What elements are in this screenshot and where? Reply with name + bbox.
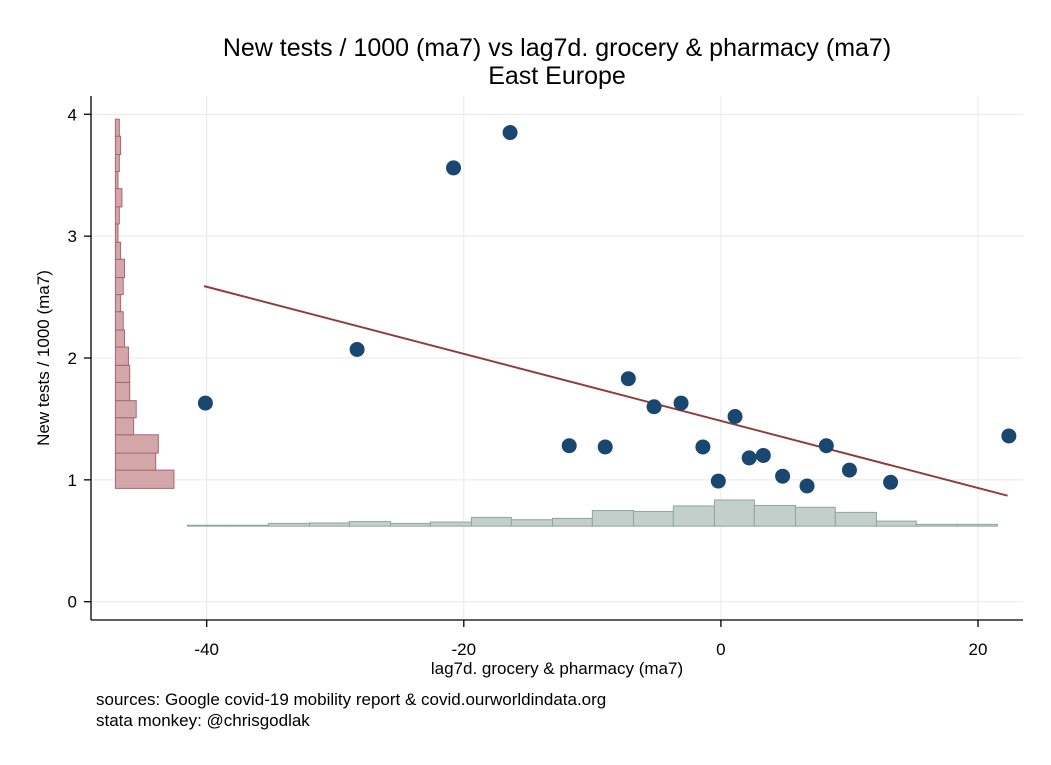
data-point xyxy=(799,478,815,494)
author-note: stata monkey: @chrisgodlak xyxy=(96,711,310,730)
data-point xyxy=(597,439,613,455)
data-point xyxy=(1001,428,1017,444)
data-point xyxy=(755,447,771,463)
data-point xyxy=(646,399,662,415)
fit-line-layer xyxy=(203,285,1008,497)
data-point xyxy=(695,439,711,455)
x-histogram-bar xyxy=(471,516,512,527)
data-point xyxy=(502,125,518,141)
data-point xyxy=(883,474,899,490)
x-histogram-bar xyxy=(510,519,554,527)
x-histogram-bar xyxy=(875,520,917,527)
x-tick-label: 20 xyxy=(969,640,988,659)
y-histogram-bar xyxy=(114,153,120,173)
x-histogram-bar xyxy=(390,522,431,527)
x-histogram-bar xyxy=(267,522,311,527)
y-histogram-bar xyxy=(114,206,120,225)
data-point xyxy=(841,462,857,478)
data-point xyxy=(197,395,213,411)
x-tick-label: 0 xyxy=(716,640,725,659)
y-histogram-bar xyxy=(114,135,122,155)
data-point xyxy=(446,160,462,176)
x-histogram-bar xyxy=(226,524,269,527)
x-histogram-bar xyxy=(429,521,473,527)
y-tick-label: 3 xyxy=(68,227,77,246)
x-histogram-bar xyxy=(348,521,392,527)
y-histogram-bar xyxy=(114,364,131,383)
y-histogram-bar xyxy=(114,381,131,402)
x-axis-label: lag7d. grocery & pharmacy (ma7) xyxy=(431,659,683,678)
points-layer xyxy=(197,125,1017,494)
x-histogram-bar xyxy=(753,504,796,527)
y-histogram-bar xyxy=(114,118,120,137)
data-point xyxy=(620,371,636,387)
data-point xyxy=(741,450,757,466)
data-point xyxy=(349,341,365,357)
y-tick-label: 2 xyxy=(68,349,77,368)
y-axis-label: New tests / 1000 (ma7) xyxy=(34,270,53,446)
x-histogram-bar xyxy=(713,499,755,527)
x-histogram-bar xyxy=(915,523,958,527)
x-histogram-bar xyxy=(552,517,593,527)
x-histogram xyxy=(186,499,998,527)
data-point xyxy=(673,395,689,411)
data-point xyxy=(818,438,834,454)
y-histogram-bar xyxy=(114,329,126,348)
y-tick-label: 4 xyxy=(68,105,77,124)
x-histogram-bar xyxy=(672,505,715,527)
y-histogram-bar xyxy=(114,400,137,419)
y-histogram-bar xyxy=(114,294,122,313)
y-histogram-bar xyxy=(114,417,135,436)
y-tick-label: 0 xyxy=(68,593,77,612)
y-histogram-bar xyxy=(114,434,159,454)
y-histogram-bar xyxy=(114,171,119,190)
data-point xyxy=(727,408,743,424)
data-point xyxy=(561,438,577,454)
fit-line xyxy=(203,285,1008,497)
x-histogram-bar xyxy=(632,510,674,527)
y-histogram-bar xyxy=(114,188,123,208)
x-histogram-bar xyxy=(956,523,998,527)
data-point xyxy=(710,473,726,489)
x-histogram-bar xyxy=(834,511,877,527)
x-histogram-bar xyxy=(794,506,836,527)
y-histogram-bar xyxy=(114,258,126,279)
y-histogram-bar xyxy=(114,223,119,243)
grid xyxy=(91,96,1023,620)
axes: 0 1 2 3 4 -40 -20 0 20 xyxy=(68,96,1023,659)
y-tick-label: 1 xyxy=(68,471,77,490)
x-histogram-bar xyxy=(309,522,350,527)
y-histogram xyxy=(114,118,175,489)
x-histogram-bar xyxy=(186,524,228,527)
source-note: sources: Google covid-19 mobility report… xyxy=(96,690,607,709)
y-histogram-bar xyxy=(114,452,157,471)
y-histogram-bar xyxy=(114,469,175,489)
chart-subtitle: East Europe xyxy=(488,62,626,90)
y-histogram-bar xyxy=(114,277,124,296)
y-histogram-bar xyxy=(114,346,129,366)
y-histogram-bar xyxy=(114,311,124,331)
data-point xyxy=(775,468,791,484)
x-tick-label: -40 xyxy=(194,640,219,659)
x-tick-label: -20 xyxy=(452,640,477,659)
y-histogram-bar xyxy=(114,241,122,260)
chart-title: New tests / 1000 (ma7) vs lag7d. grocery… xyxy=(223,34,891,62)
x-histogram-bar xyxy=(591,510,634,527)
